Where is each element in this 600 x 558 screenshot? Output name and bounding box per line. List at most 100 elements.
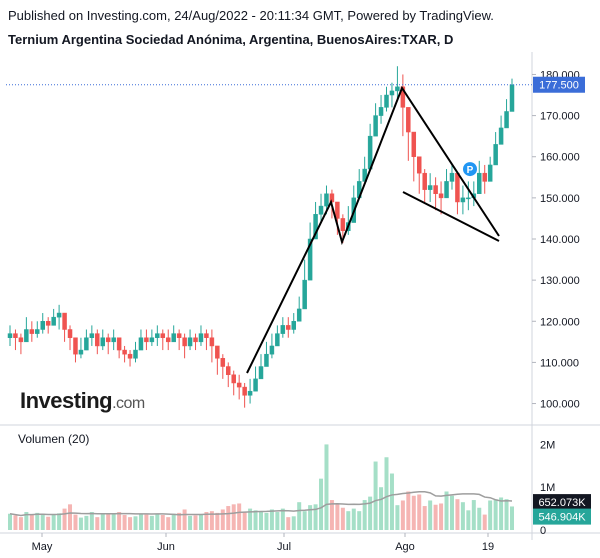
- volume-bar: [384, 457, 389, 530]
- pattern-marker-label: P: [467, 165, 474, 176]
- candle-body: [35, 329, 40, 334]
- volume-bar: [171, 513, 176, 530]
- candle-body: [247, 390, 253, 396]
- volume-bar: [89, 512, 94, 530]
- candle-body: [460, 197, 466, 203]
- x-tick-label: Jul: [277, 541, 291, 553]
- volume-bar: [324, 444, 329, 530]
- candle-body: [378, 107, 384, 116]
- volume-bar: [177, 512, 182, 530]
- published-header: Published on Investing.com, 24/Aug/2022 …: [8, 8, 494, 23]
- volume-bar: [471, 500, 476, 530]
- volume-bar: [73, 514, 78, 530]
- volume-bar: [242, 511, 247, 530]
- volume-bar: [182, 509, 187, 530]
- y-tick-label: 150.000: [540, 193, 580, 205]
- candle-body: [45, 321, 51, 326]
- candle-body: [286, 325, 291, 330]
- volume-bar: [308, 505, 313, 530]
- volume-bar: [499, 497, 504, 530]
- investing-logo: Investing.com: [20, 388, 145, 413]
- candle-body: [280, 325, 286, 334]
- candle-body: [258, 366, 264, 380]
- candle-body: [133, 349, 138, 359]
- candle-body: [89, 333, 95, 338]
- candle-body: [340, 218, 346, 232]
- candle-body: [422, 172, 427, 190]
- pattern-marker-icon: [463, 162, 477, 177]
- y-tick-label: 160.000: [540, 152, 580, 164]
- candle-body: [482, 172, 487, 182]
- volume-bar: [379, 487, 384, 530]
- volume-bar: [335, 504, 340, 530]
- x-tick-label: 19: [482, 541, 494, 553]
- candle-body: [24, 329, 29, 343]
- volume-bar: [439, 503, 444, 530]
- volume-bar: [357, 511, 362, 530]
- candle-body: [29, 329, 35, 334]
- candle-body: [487, 164, 493, 182]
- volume-bar: [248, 508, 253, 530]
- candle-body: [56, 312, 62, 318]
- candle-body: [111, 337, 116, 343]
- y-tick-label: 130.000: [540, 275, 580, 287]
- candle-body: [171, 333, 176, 343]
- candle-body: [220, 358, 226, 367]
- candle-body: [204, 333, 209, 338]
- volume-bar: [275, 512, 280, 530]
- candle-body: [291, 321, 296, 330]
- volume-bar: [444, 491, 449, 530]
- candle-body: [73, 337, 78, 355]
- volume-bar: [411, 495, 416, 530]
- candle-body: [67, 329, 73, 338]
- volume-bar: [35, 512, 40, 530]
- candle-body: [62, 312, 67, 330]
- candle-body: [84, 337, 89, 351]
- volume-ma-line: [9, 490, 513, 517]
- volume-bar: [68, 504, 73, 530]
- candle-body: [318, 205, 324, 215]
- volume-bar: [138, 513, 143, 530]
- volume-bar: [259, 511, 263, 530]
- candle-body: [411, 131, 417, 157]
- volume-bar: [466, 510, 471, 530]
- volume-bar: [117, 512, 122, 530]
- volume-bar: [220, 509, 225, 530]
- volume-bar: [362, 500, 367, 530]
- candle-body: [477, 172, 482, 195]
- y-tick-label: 100.000: [540, 399, 580, 411]
- candle-body: [105, 337, 111, 343]
- volume-bar: [460, 502, 465, 530]
- volume-bar: [417, 494, 422, 530]
- volume-bar: [78, 517, 83, 530]
- candle-body: [236, 382, 242, 388]
- volume-bar: [346, 511, 351, 530]
- volume-bar: [373, 461, 378, 530]
- candle-body: [40, 321, 45, 330]
- volume-bar: [40, 513, 45, 530]
- x-tick-label: May: [32, 541, 53, 553]
- candle-body: [187, 337, 193, 347]
- volume-bar: [128, 517, 133, 530]
- volume-tick-label: 1M: [540, 482, 555, 494]
- volume-bar: [8, 513, 12, 530]
- y-tick-label: 120.000: [540, 316, 580, 328]
- candle-body: [226, 366, 231, 376]
- volume-bar: [504, 499, 509, 530]
- candle-body: [253, 378, 258, 392]
- candle-body: [269, 345, 275, 355]
- volume-bar: [57, 513, 62, 530]
- volume-bar: [231, 504, 236, 530]
- candle-body: [335, 201, 340, 219]
- candle-body: [406, 107, 411, 133]
- trend-lines: [246, 85, 500, 374]
- candle-body: [231, 374, 236, 384]
- volume-tick-label: 0: [540, 525, 546, 537]
- candle-body: [493, 144, 498, 166]
- volume-bars: [8, 444, 514, 530]
- volume-bar: [18, 517, 23, 530]
- volume-bar: [144, 514, 149, 530]
- candle-body: [302, 279, 307, 310]
- candle-body: [264, 353, 269, 367]
